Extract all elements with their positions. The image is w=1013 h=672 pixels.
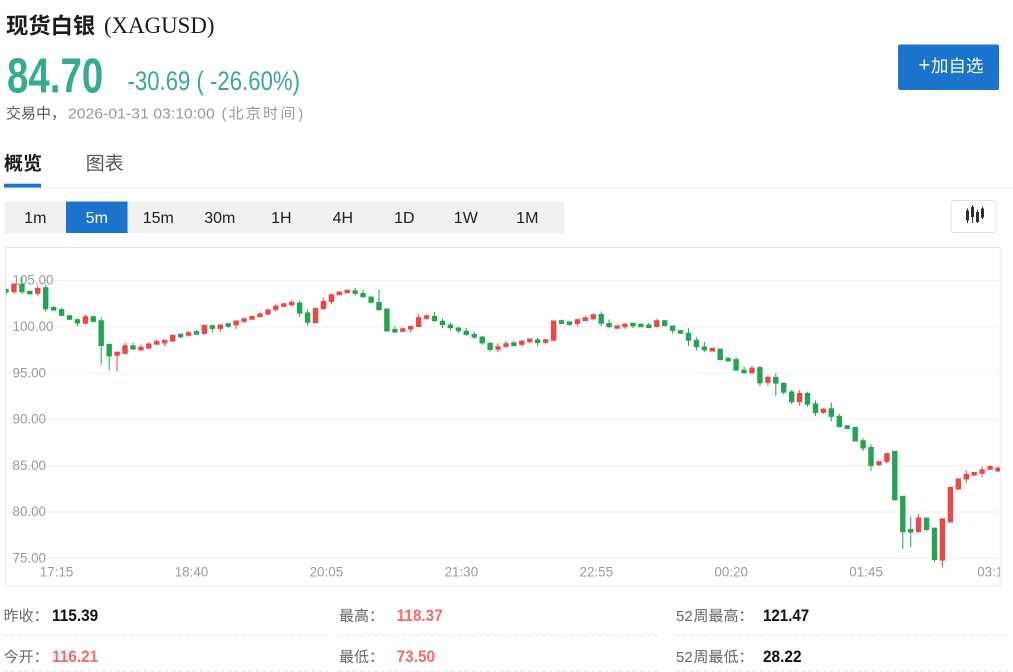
svg-text:15m: 15m	[143, 210, 174, 227]
svg-text:(: (	[222, 106, 227, 123]
svg-text:2026-01-31 03:10:00: 2026-01-31 03:10:00	[68, 106, 215, 123]
svg-text:100.00: 100.00	[13, 319, 54, 334]
svg-text:52: 52	[676, 608, 693, 625]
svg-text:22:55: 22:55	[580, 564, 614, 580]
svg-text:1H: 1H	[271, 210, 291, 227]
svg-text:4H: 4H	[333, 210, 353, 227]
svg-text:75.00: 75.00	[13, 551, 47, 566]
svg-text:121.47: 121.47	[763, 606, 809, 625]
svg-text:95.00: 95.00	[13, 365, 47, 380]
svg-text:1M: 1M	[516, 210, 538, 227]
svg-text:84.70: 84.70	[7, 50, 103, 104]
svg-text:01:45: 01:45	[849, 564, 883, 580]
svg-text:90.00: 90.00	[13, 412, 47, 427]
svg-text:00:20: 00:20	[714, 564, 748, 580]
svg-text:80.00: 80.00	[13, 504, 47, 519]
svg-text:1m: 1m	[24, 210, 46, 227]
svg-text:73.50: 73.50	[397, 647, 436, 666]
svg-text:52: 52	[676, 649, 693, 666]
svg-text:116.21: 116.21	[52, 647, 98, 666]
svg-text:-30.69 ( -26.60%): -30.69 ( -26.60%)	[128, 66, 301, 96]
svg-text:): )	[298, 106, 303, 123]
svg-text:20:05: 20:05	[310, 564, 344, 580]
svg-text:85.00: 85.00	[13, 458, 47, 473]
svg-text:17:15: 17:15	[40, 564, 74, 580]
svg-text:+: +	[919, 55, 931, 77]
svg-text:1W: 1W	[454, 210, 479, 227]
svg-text:5m: 5m	[86, 210, 108, 227]
svg-text:1D: 1D	[394, 210, 414, 227]
svg-text:21:30: 21:30	[445, 564, 479, 580]
svg-text:105.00: 105.00	[13, 273, 54, 288]
svg-text:115.39: 115.39	[52, 606, 98, 625]
svg-text:30m: 30m	[204, 210, 235, 227]
svg-text:118.37: 118.37	[397, 606, 443, 625]
svg-text:18:40: 18:40	[175, 564, 209, 580]
svg-text:03:10: 03:10	[977, 564, 1011, 580]
svg-text:(XAGUSD): (XAGUSD)	[104, 13, 215, 38]
svg-text:28.22: 28.22	[763, 647, 802, 666]
